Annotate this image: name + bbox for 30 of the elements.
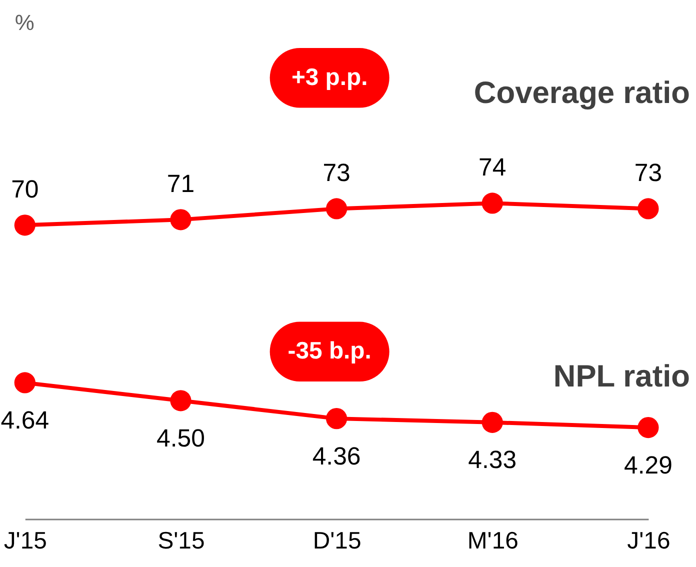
data-label: 70 bbox=[11, 175, 39, 204]
x-tick-label: D'15 bbox=[312, 527, 362, 554]
text: % bbox=[14, 10, 34, 36]
data-label: 4.36 bbox=[312, 442, 361, 470]
x-tick-label: M'16 bbox=[467, 527, 518, 554]
data-label: 4.29 bbox=[624, 451, 672, 480]
text: +3 p.p. bbox=[291, 64, 368, 91]
data-label: 73 bbox=[322, 158, 350, 187]
text: -35 b.p. bbox=[288, 338, 372, 365]
point bbox=[638, 198, 659, 220]
data-label: 4.64 bbox=[0, 406, 50, 435]
point bbox=[326, 408, 348, 430]
data-label: 74 bbox=[478, 153, 506, 182]
data-label: 73 bbox=[634, 158, 662, 187]
point bbox=[170, 390, 192, 412]
point bbox=[482, 412, 503, 433]
text: Coverage ratio bbox=[474, 74, 690, 110]
series-label: NPL ratio bbox=[553, 358, 690, 394]
point bbox=[482, 192, 503, 214]
data-label: 4.50 bbox=[156, 424, 205, 452]
x-tick-label: J'15 bbox=[4, 527, 47, 554]
x-tick-label: S'15 bbox=[158, 527, 205, 554]
point bbox=[14, 372, 36, 394]
point bbox=[14, 214, 36, 236]
point bbox=[638, 416, 659, 438]
x-tick-label: J'16 bbox=[627, 527, 670, 554]
data-label: 4.33 bbox=[468, 446, 517, 474]
point bbox=[326, 198, 348, 220]
data-label: 71 bbox=[166, 170, 195, 198]
point bbox=[170, 209, 192, 230]
